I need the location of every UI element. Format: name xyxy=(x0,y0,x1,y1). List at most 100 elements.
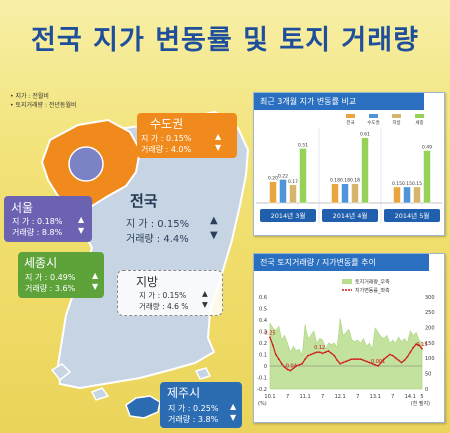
price-line-point xyxy=(304,358,306,360)
price-line-point xyxy=(359,358,362,360)
price-line-point xyxy=(388,353,391,356)
line-legend-label-volume: 토지거래량_우측 xyxy=(355,279,390,286)
price-line-point xyxy=(394,357,397,359)
sejong-volume: 거래량 : 3.6% xyxy=(25,284,76,293)
line-chart-title: 전국 토지거래량 / 지가변동률 추이 xyxy=(254,254,429,271)
jeju-name: 제주시 xyxy=(167,386,201,400)
price-line-point xyxy=(310,353,312,356)
bar xyxy=(269,181,277,204)
bar xyxy=(423,150,431,204)
x-tick-label: 7 xyxy=(391,394,394,400)
y-left-tick-label: 0.4 xyxy=(259,318,267,324)
bar-value-label: 0.61 xyxy=(360,132,370,138)
y-left-tick-label: 0.6 xyxy=(259,295,267,301)
x-tick-label: 7 xyxy=(286,394,289,400)
seoul-price-arrow: ▲ xyxy=(78,215,85,224)
islands-shape xyxy=(50,363,212,401)
page-title: 전국 지가 변동률 및 토지 거래량 xyxy=(31,25,419,56)
bar xyxy=(299,148,307,204)
price-line-point xyxy=(272,344,274,347)
price-line-point xyxy=(295,365,298,367)
price-line-point xyxy=(321,352,324,355)
price-line-point xyxy=(350,358,353,360)
note-price: • 지가 : 전월비 xyxy=(10,93,49,100)
national-price-arrow: ▲ xyxy=(210,215,218,226)
bar-category-tab xyxy=(322,209,378,222)
price-line-point xyxy=(400,361,403,364)
seoul-price: 지 가 : 0.18% xyxy=(12,217,63,226)
price-line-point xyxy=(418,344,420,347)
sejong-volume-arrow: ▼ xyxy=(92,282,99,291)
x-tick-label: 13.1 xyxy=(370,394,381,400)
bar xyxy=(393,186,401,204)
price-line-point xyxy=(362,359,365,362)
bar xyxy=(351,183,359,204)
bar-value-label: 0.15 xyxy=(412,181,422,187)
x-tick-label: 5 xyxy=(420,394,423,400)
price-line-point xyxy=(383,358,385,360)
bar-value-label: 0.51 xyxy=(298,142,308,148)
capital-area-volume: 거래량 : 4.0% xyxy=(141,145,192,154)
price-annotation-label: 0.12 xyxy=(314,345,325,351)
bar-legend-label: 수도권 xyxy=(367,119,379,126)
price-line-point xyxy=(333,354,336,357)
price-line-point xyxy=(298,363,301,366)
price-line-point xyxy=(374,363,377,366)
y-right-tick-label: 0 xyxy=(425,387,428,393)
bar-chart-title: 최근 3개월 지가 변동률 비교 xyxy=(254,93,424,110)
seoul-box xyxy=(4,196,92,242)
bar-category-label: 2014년 3월 xyxy=(271,211,306,220)
price-line-point xyxy=(280,362,283,365)
price-line-point xyxy=(274,353,277,356)
bar xyxy=(341,183,349,204)
sejong-price: 지 가 : 0.49% xyxy=(25,273,76,282)
bar-legend-swatch xyxy=(369,114,378,118)
bar xyxy=(331,183,339,204)
y-left-tick-label: 0.5 xyxy=(259,306,267,312)
price-line-point xyxy=(336,359,339,362)
y-left-tick-label: 0.1 xyxy=(259,352,267,358)
seoul-volume: 거래량 : 8.8% xyxy=(12,228,63,237)
price-line-point xyxy=(356,358,359,360)
x-tick-label: 7 xyxy=(321,394,324,400)
price-line-point xyxy=(406,355,409,358)
provinces-price: 지 가 : 0.15% xyxy=(139,291,187,300)
sejong-name: 세종시 xyxy=(24,256,58,270)
provinces-volume-arrow: ▼ xyxy=(202,300,208,309)
sejong-box xyxy=(18,252,104,298)
y-left-tick-label: -0.1 xyxy=(257,375,267,381)
x-tick-label: 14.1 xyxy=(405,394,416,400)
x-tick-label: 7 xyxy=(356,394,359,400)
y-left-tick-label: 0.3 xyxy=(259,329,267,335)
seoul-volume-arrow: ▼ xyxy=(78,226,85,235)
national-volume: 거래량 : 4.4% xyxy=(126,234,189,245)
price-line-point xyxy=(397,359,400,362)
y-right-tick-label: 100 xyxy=(425,356,435,362)
price-line-point xyxy=(415,343,418,346)
provinces-price-arrow: ▲ xyxy=(202,289,208,298)
bar-category-label: 2014년 5월 xyxy=(395,211,430,220)
bar-legend-label: 전국 xyxy=(346,119,354,126)
bar-legend-label: 세종 xyxy=(415,119,423,126)
national-name: 전국 xyxy=(130,192,158,210)
y-right-tick-label: 300 xyxy=(425,295,435,301)
bar-value-label: 0.49 xyxy=(422,145,432,151)
price-line-point xyxy=(339,362,342,365)
bar-chart-panel: 최근 3개월 지가 변동률 비교 전국 수도권 지방 세종 0.20 0.22 0.17 0.… xyxy=(253,92,445,236)
price-line-point xyxy=(391,354,394,357)
jeju-shape xyxy=(125,395,161,419)
bar-value-label: 0.18 xyxy=(330,178,340,184)
jeju-box xyxy=(160,382,242,428)
price-line-point xyxy=(330,352,333,355)
national-price: 지 가 : 0.15% xyxy=(126,219,190,230)
jeju-price: 지 가 : 0.25% xyxy=(168,404,219,413)
y-left-tick-label: 0.2 xyxy=(259,341,267,347)
bar xyxy=(279,179,287,204)
bar-legend-swatch xyxy=(415,114,424,118)
price-line-point xyxy=(380,361,382,364)
note-volume: • 토지거래량 : 전년동월비 xyxy=(10,102,77,109)
y-left-tick-label: 0 xyxy=(264,364,267,370)
